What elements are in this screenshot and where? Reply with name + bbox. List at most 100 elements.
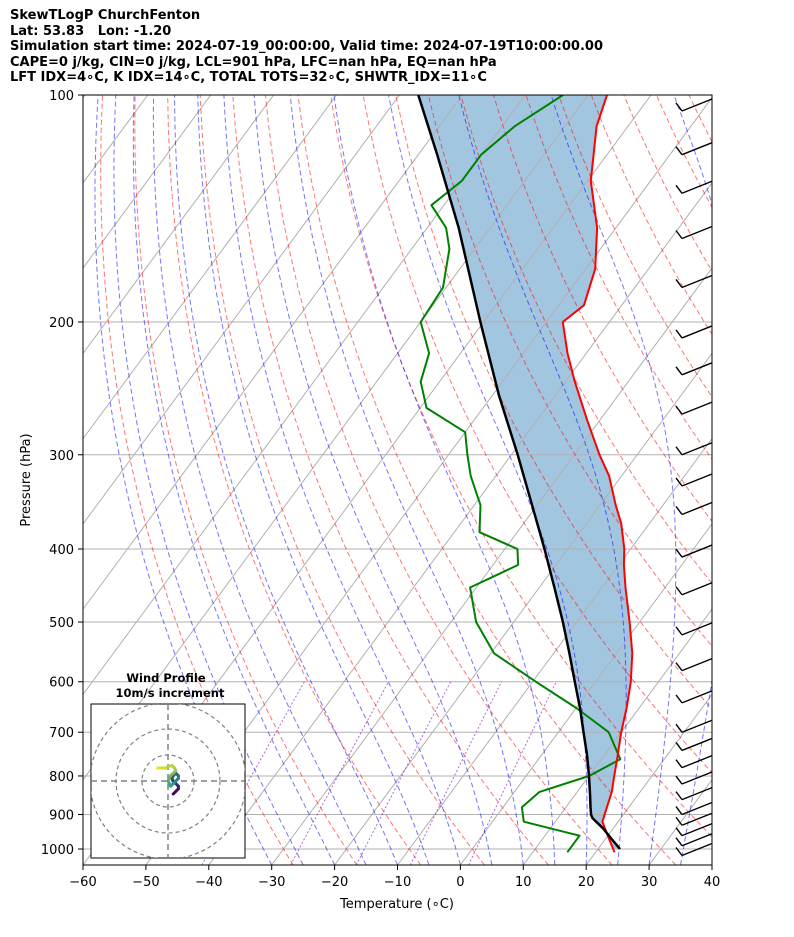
wind-barb-flag bbox=[675, 329, 683, 339]
wind-barb-staff bbox=[681, 786, 713, 801]
wind-barb bbox=[675, 98, 713, 112]
isotherm-line bbox=[83, 95, 212, 269]
wind-barb-flag bbox=[675, 806, 683, 815]
y-axis-label: Pressure (hPa) bbox=[19, 433, 34, 526]
wind-barb-staff bbox=[681, 823, 713, 837]
wind-barb-flag bbox=[675, 662, 683, 672]
dry-adiabat-line bbox=[623, 95, 712, 273]
dry-adiabat-line bbox=[590, 95, 712, 336]
x-tick-label: 0 bbox=[456, 875, 464, 890]
wind-barb bbox=[675, 801, 713, 816]
wind-barb-flag bbox=[675, 759, 683, 769]
mixing-ratio-line bbox=[409, 681, 502, 865]
isotherm-line bbox=[334, 352, 712, 865]
moist-adiabat-line bbox=[113, 95, 304, 865]
wind-barb-flag bbox=[675, 847, 683, 856]
wind-barb-flag bbox=[675, 626, 683, 636]
wind-barb bbox=[675, 786, 713, 801]
dry-adiabat-line bbox=[232, 95, 549, 865]
mixing-ratio-line bbox=[290, 681, 389, 865]
x-tick-label: 10 bbox=[515, 875, 532, 890]
dry-adiabat-line bbox=[297, 95, 677, 865]
dry-adiabat-line bbox=[362, 95, 712, 774]
wind-barb bbox=[675, 737, 713, 752]
wind-barb-staff bbox=[681, 771, 713, 785]
mixing-ratio-line bbox=[468, 681, 557, 865]
wind-barb-staff bbox=[681, 544, 713, 558]
wind-barb bbox=[675, 657, 713, 672]
moist-adiabat-line bbox=[223, 95, 461, 865]
wind-barb-staff bbox=[681, 442, 713, 456]
x-tick-label: 20 bbox=[578, 875, 595, 890]
wind-barb bbox=[675, 142, 713, 156]
moist-adiabat-line bbox=[289, 95, 524, 865]
wind-barb-staff bbox=[681, 833, 713, 847]
dry-adiabat-line bbox=[199, 95, 485, 865]
wind-barb bbox=[675, 719, 713, 733]
wind-barb-flag bbox=[675, 184, 683, 194]
wind-barb bbox=[675, 582, 713, 596]
moist-adiabat-line bbox=[711, 862, 712, 865]
wind-barb bbox=[675, 180, 713, 194]
dry-adiabat-line bbox=[427, 95, 712, 647]
y-tick-label: 900 bbox=[49, 809, 74, 824]
dry-adiabat-line bbox=[787, 95, 794, 865]
isotherm-line bbox=[83, 95, 337, 440]
wind-barb-flag bbox=[675, 548, 683, 558]
x-tick-label: −50 bbox=[132, 875, 159, 890]
isotherm-line bbox=[711, 864, 712, 865]
wind-barb-staff bbox=[681, 225, 713, 240]
wind-barb bbox=[675, 401, 713, 415]
wind-barb-staff bbox=[681, 582, 713, 596]
wind-barb-flag bbox=[675, 816, 683, 826]
dry-adiabat-line bbox=[754, 95, 794, 865]
dry-adiabat-line bbox=[264, 95, 613, 865]
dry-adiabat-line bbox=[688, 95, 712, 143]
x-axis-label: Temperature (∘C) bbox=[339, 897, 454, 912]
dry-adiabat-line bbox=[134, 95, 358, 865]
isotherm-line bbox=[459, 523, 712, 865]
wind-barb-staff bbox=[681, 325, 713, 339]
stability-indices-2: LFT IDX=4∘C, K IDX=14∘C, TOTAL TOTS=32∘C… bbox=[10, 70, 487, 85]
parcel-path-line bbox=[417, 95, 621, 850]
isotherm-line bbox=[522, 608, 712, 865]
station-title: SkewTLogP ChurchFenton bbox=[10, 8, 201, 23]
wind-barb-staff bbox=[681, 755, 713, 769]
wind-barb-flag bbox=[675, 477, 683, 487]
y-tick-label: 800 bbox=[49, 770, 74, 785]
wind-barb-flag bbox=[675, 146, 683, 156]
y-tick-label: 400 bbox=[49, 543, 74, 558]
y-tick-label: 100 bbox=[49, 89, 74, 104]
isotherm-line bbox=[83, 95, 463, 611]
dewpoint-line bbox=[419, 95, 622, 853]
y-tick-label: 1000 bbox=[41, 843, 74, 858]
isotherm-line bbox=[83, 95, 526, 696]
x-tick-label: −10 bbox=[384, 875, 411, 890]
wind-barb-flag bbox=[675, 586, 683, 596]
wind-barb-staff bbox=[681, 142, 713, 156]
mixing-ratio-line bbox=[355, 681, 452, 865]
cape-shading bbox=[418, 95, 633, 849]
wind-barb-flag bbox=[675, 791, 683, 801]
isotherm-line bbox=[83, 95, 275, 355]
chart-header: SkewTLogP ChurchFenton Lat: 53.83 Lon: -… bbox=[10, 8, 603, 86]
wind-barb-flag bbox=[675, 102, 683, 112]
wind-barb-flag bbox=[675, 279, 683, 288]
y-tick-label: 300 bbox=[49, 449, 74, 464]
wind-barb bbox=[675, 225, 713, 240]
dry-adiabat-line bbox=[525, 95, 712, 460]
wind-barb-flag bbox=[675, 837, 683, 847]
wind-barb-flag bbox=[675, 742, 683, 751]
x-tick-label: 40 bbox=[704, 875, 721, 890]
wind-barb bbox=[675, 325, 713, 339]
isotherm-line bbox=[271, 267, 712, 865]
wind-barb-staff bbox=[681, 501, 713, 516]
wind-barb bbox=[675, 473, 713, 487]
wind-barb-flag bbox=[675, 230, 683, 239]
simulation-time: Simulation start time: 2024-07-19_00:00:… bbox=[10, 39, 603, 54]
wind-barb bbox=[675, 442, 713, 456]
lat-lon: Lat: 53.83 Lon: -1.20 bbox=[10, 23, 172, 39]
wind-barb bbox=[675, 544, 713, 558]
y-tick-label: 700 bbox=[49, 726, 74, 741]
wind-barb bbox=[675, 690, 713, 704]
